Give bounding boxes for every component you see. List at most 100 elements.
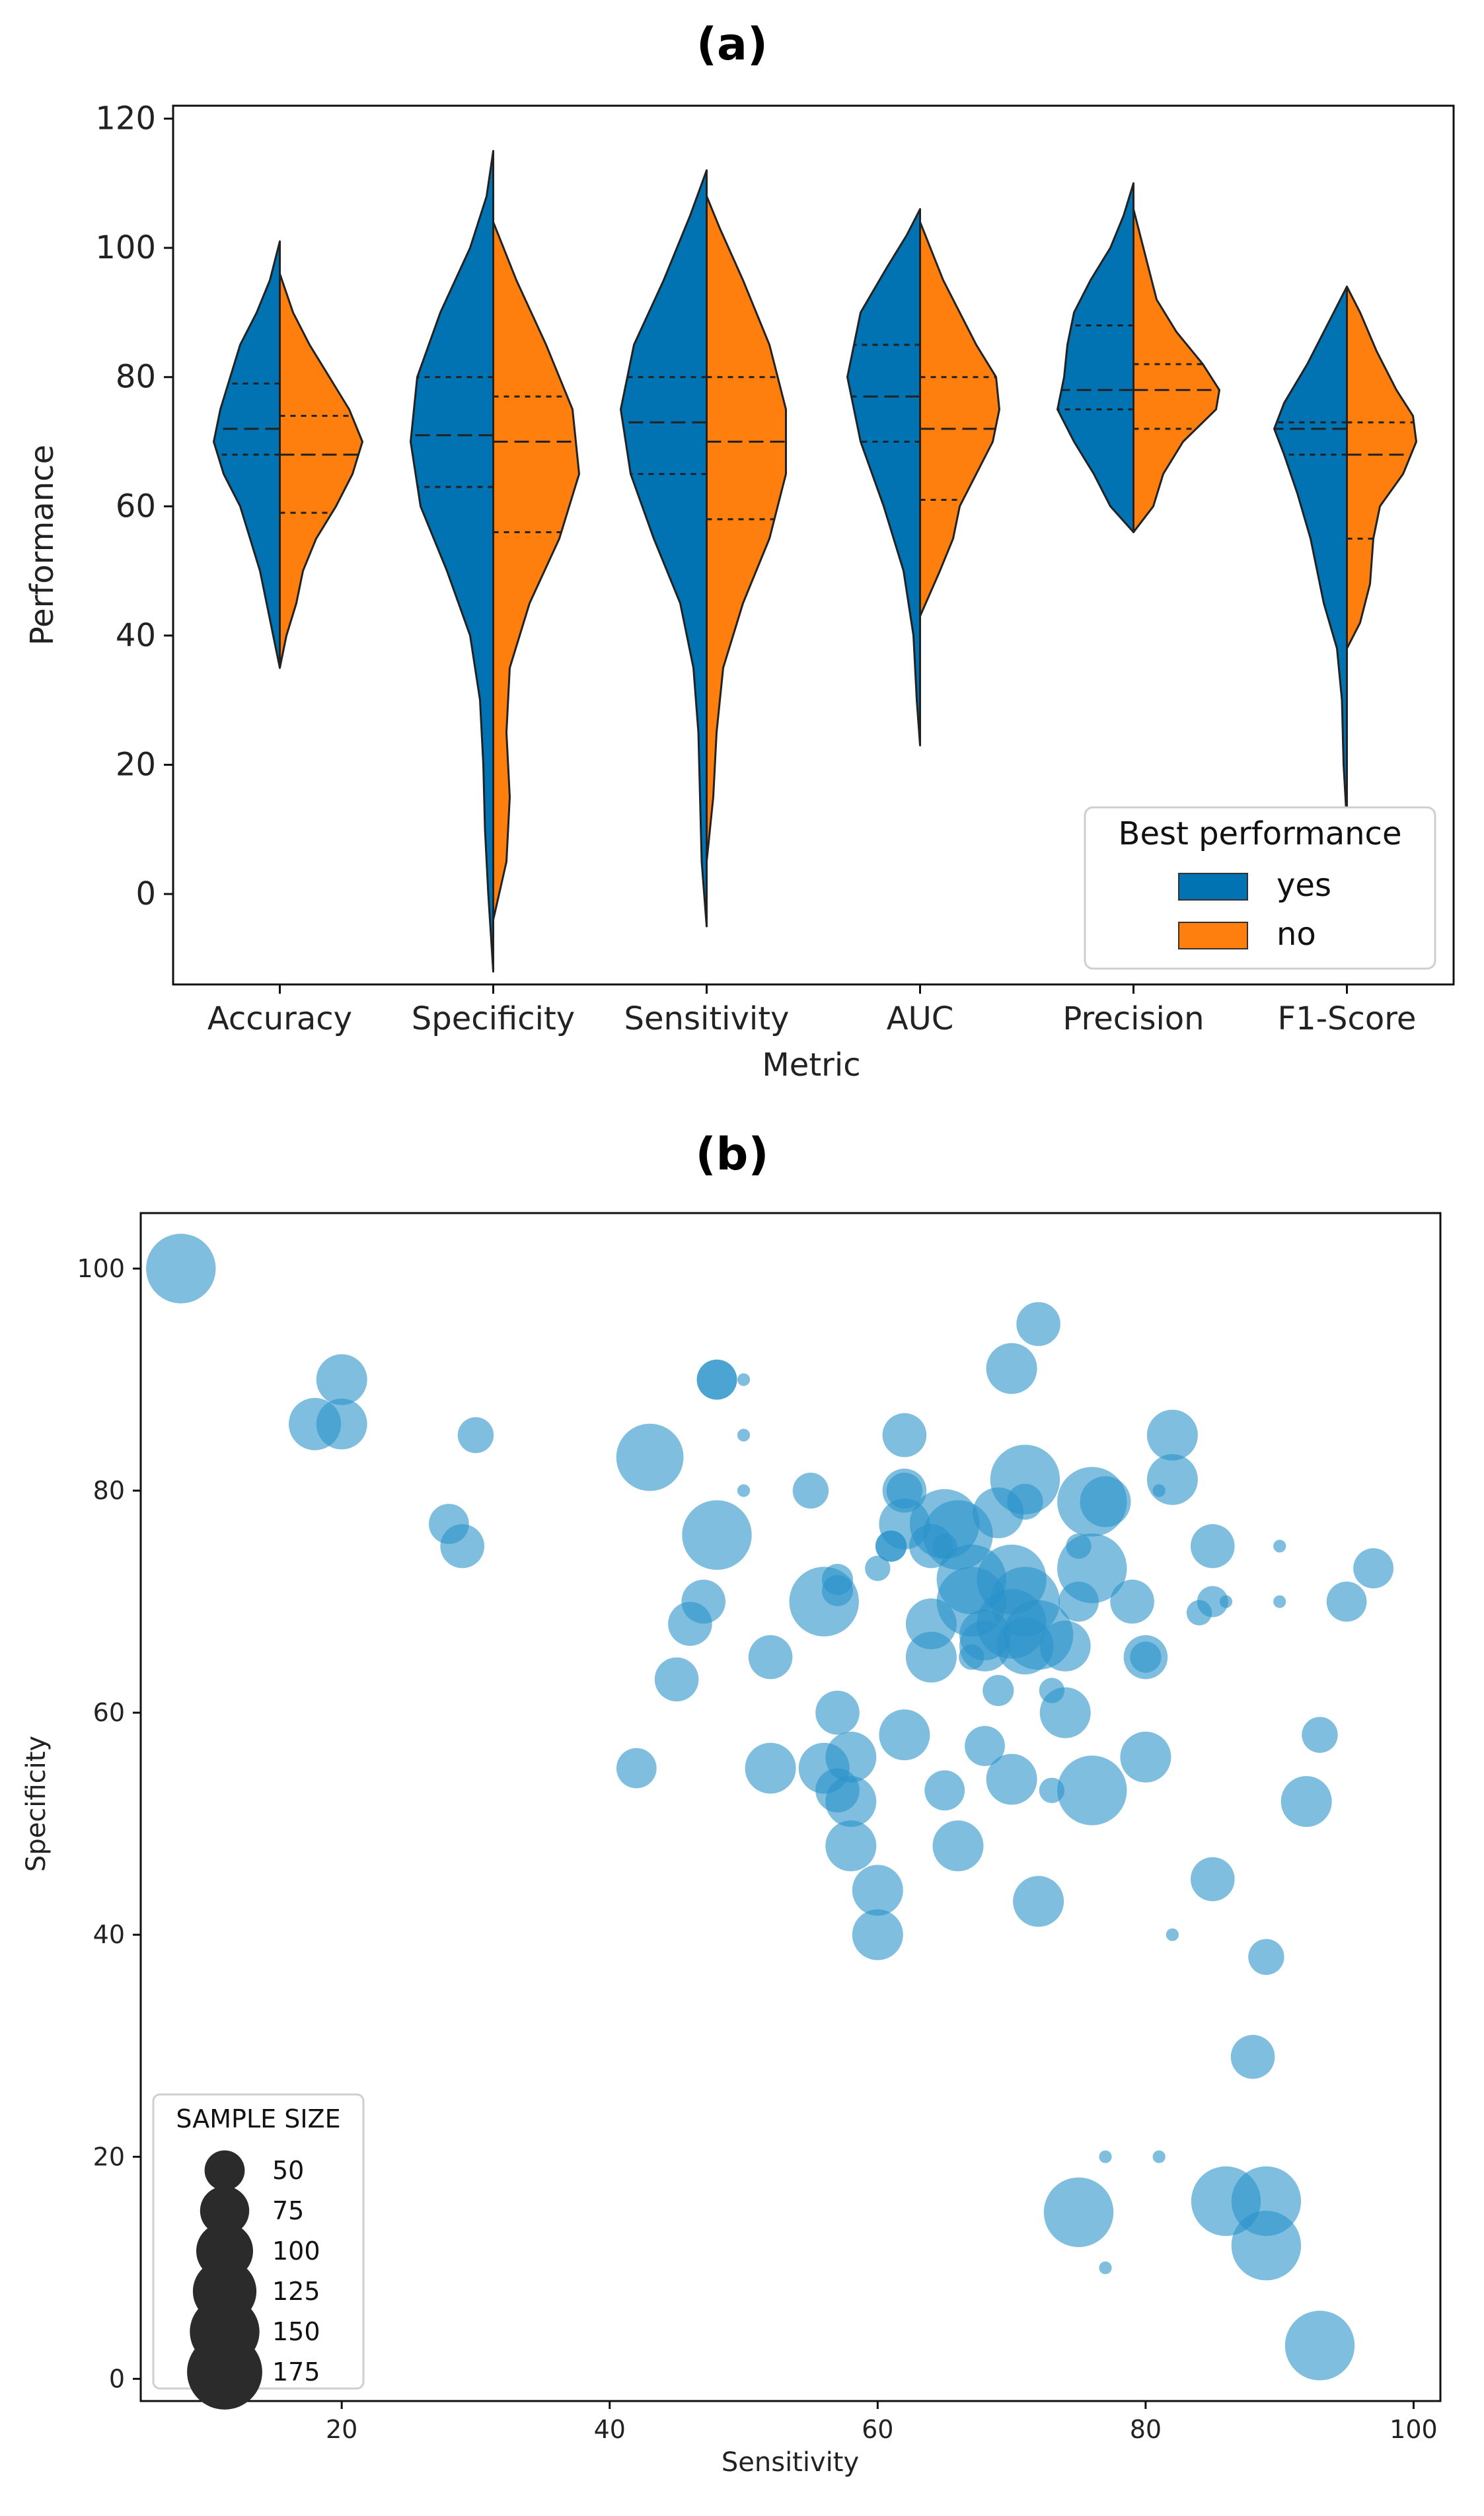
bubble-point <box>737 1484 751 1497</box>
bubble-point <box>882 1413 927 1458</box>
legend-box-a <box>1084 806 1436 970</box>
y-tick-label-a: 120 <box>95 100 156 137</box>
bubble-point <box>1099 2150 1112 2163</box>
x-tick-label-a: AUC <box>887 1000 953 1037</box>
x-tick-label-a: Accuracy <box>207 1000 352 1037</box>
bubble-point <box>654 1657 699 1702</box>
x-tick-label-a: Precision <box>1062 1000 1204 1037</box>
x-tick-label-b: 80 <box>1130 2415 1162 2444</box>
bubble-point <box>1219 1595 1233 1608</box>
bubble-point <box>1273 1595 1286 1608</box>
violin-specificity-no <box>492 221 580 921</box>
y-tick-label-a: 20 <box>116 747 156 784</box>
bubble-point <box>745 1742 796 1794</box>
size-legend-marker <box>187 2334 262 2410</box>
bubble-point <box>1152 2150 1166 2163</box>
bubble-point <box>1080 1476 1131 1528</box>
bubble-point <box>924 1770 965 1811</box>
y-tick-label-b: 100 <box>77 1254 125 1283</box>
bubble-point <box>737 1373 751 1386</box>
y-tick-label-a: 40 <box>116 617 156 654</box>
y-tick-label-a: 0 <box>135 875 156 912</box>
bubble-point <box>986 1343 1037 1394</box>
bubble-point <box>1230 2034 1275 2079</box>
bubble-point <box>821 1574 854 1606</box>
violin-precision-no <box>1132 207 1220 533</box>
legend-swatch-no <box>1178 922 1248 949</box>
bubble-point <box>737 1428 751 1442</box>
bubble-point <box>681 1579 725 1624</box>
x-axis-ticks-a: Accuracy Specificity Sensitivity AUC Precisi… <box>207 984 1416 1037</box>
size-legend-label: 50 <box>272 2156 304 2185</box>
y-tick-label-b: 40 <box>93 1920 125 1949</box>
legend-swatch-yes <box>1178 873 1248 901</box>
legend-a: Best performance yes no <box>1084 806 1436 970</box>
size-legend-marker <box>204 2150 245 2191</box>
bubble-point <box>1110 1579 1154 1624</box>
x-tick-label-a: Sensitivity <box>624 1000 790 1037</box>
bubble-point <box>1130 1641 1162 1673</box>
x-axis-label-a: Metric <box>762 1047 860 1084</box>
bubble-point <box>825 1820 877 1872</box>
size-legend-label: 125 <box>272 2277 320 2306</box>
x-tick-label-b: 60 <box>862 2415 893 2444</box>
x-tick-label-b: 100 <box>1390 2415 1438 2444</box>
y-axis-ticks-b: 0 20 40 60 80 100 <box>77 1254 141 2393</box>
violin-f1-score-no <box>1346 285 1417 649</box>
bubble-point <box>1231 2211 1302 2281</box>
bubble-point <box>1146 1409 1198 1461</box>
legend-title-b: SAMPLE SIZE <box>176 2104 340 2133</box>
y-tick-label-b: 80 <box>93 1476 125 1505</box>
y-tick-label-b: 20 <box>93 2142 125 2171</box>
bubble-point <box>990 1444 1060 1514</box>
bubble-point <box>815 1690 860 1735</box>
violin-sensitivity-yes <box>620 169 708 928</box>
bubble-point <box>1057 1756 1127 1826</box>
bubble-point <box>1353 1548 1394 1589</box>
bubble-point <box>986 1754 1037 1805</box>
bubble-point <box>1273 1539 1286 1553</box>
bubble-point <box>983 1675 1014 1707</box>
bubble-point <box>1284 2311 1355 2381</box>
bubble-point <box>1057 1534 1127 1604</box>
bubble-point <box>879 1709 930 1761</box>
legend-title-a: Best performance <box>1119 815 1402 852</box>
violin-layer <box>213 149 1417 973</box>
bubble-point <box>457 1417 494 1454</box>
plot-frame-b <box>139 1212 1442 2402</box>
violin-auc-no <box>919 221 1000 618</box>
bubble-point <box>696 1359 737 1400</box>
violin-specificity-yes <box>410 149 494 973</box>
bubble-point <box>1191 1857 1235 1902</box>
bubble-point <box>616 1423 684 1491</box>
legend-label-no: no <box>1277 916 1316 953</box>
bubble-point <box>1016 1302 1060 1347</box>
violin-accuracy-no <box>279 272 363 669</box>
x-tick-label-a: Specificity <box>412 1000 575 1037</box>
panel-a-title: (a) <box>696 18 768 71</box>
bubble-point <box>1099 2261 1112 2274</box>
y-tick-label-b: 60 <box>93 1698 125 1727</box>
y-tick-label-b: 0 <box>109 2364 125 2393</box>
bubble-point <box>932 1820 984 1872</box>
bubble-point <box>1043 2177 1114 2247</box>
size-legend-label: 75 <box>272 2196 304 2225</box>
bubble-point <box>1191 1524 1235 1569</box>
y-axis-label-a: Performance <box>24 445 61 646</box>
size-legend-label: 150 <box>272 2317 320 2346</box>
panel-b-title: (b) <box>696 1128 769 1181</box>
bubble-point <box>865 1555 891 1581</box>
size-legend-label: 175 <box>272 2357 320 2386</box>
bubble-point <box>1013 1876 1064 1927</box>
size-legend-label: 100 <box>272 2237 320 2266</box>
y-tick-label-a: 60 <box>116 488 156 525</box>
bubble-point <box>1280 1776 1332 1828</box>
x-axis-ticks-b: 20 40 60 80 100 <box>326 2401 1438 2444</box>
bubble-point <box>1039 1687 1091 1738</box>
bubble-point <box>825 1776 877 1828</box>
bubble-point <box>852 1909 903 1960</box>
bubble-point <box>1120 1731 1171 1783</box>
plot-frame-a <box>172 104 1455 986</box>
y-tick-label-a: 80 <box>116 359 156 396</box>
